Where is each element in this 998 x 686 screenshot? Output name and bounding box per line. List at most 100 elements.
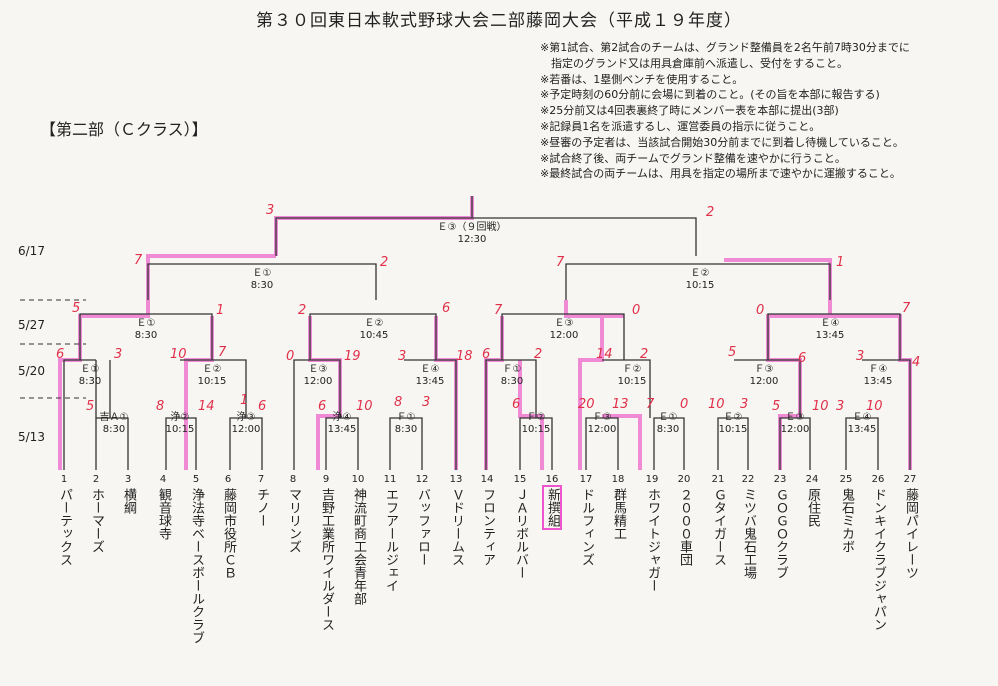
team-name: ホーマーズ bbox=[89, 488, 104, 553]
team-number: 1 bbox=[60, 474, 68, 485]
svg-text:6: 6 bbox=[442, 301, 450, 316]
team-number: 4 bbox=[159, 474, 167, 485]
game-label: Ｅ③（９回戦） bbox=[438, 220, 507, 233]
svg-text:2: 2 bbox=[534, 347, 542, 362]
team-name: フロンティア bbox=[480, 488, 495, 566]
game-time: 13:45 bbox=[848, 424, 877, 435]
svg-text:4: 4 bbox=[912, 355, 920, 370]
team-number: 6 bbox=[224, 474, 232, 485]
game-time: 8:30 bbox=[251, 280, 273, 291]
game-label: Ｅ① bbox=[253, 268, 272, 279]
game-label: Ｆ② bbox=[623, 364, 642, 375]
team-name: ドルフィンズ bbox=[579, 488, 594, 566]
game-label: Ｅ③ bbox=[309, 364, 328, 375]
game-label: Ｆ③ bbox=[755, 364, 774, 375]
team-number: 5 bbox=[192, 474, 200, 485]
game-label: Ｆ① bbox=[397, 412, 416, 423]
game-time: 12:30 bbox=[458, 234, 487, 245]
svg-text:13: 13 bbox=[612, 397, 629, 412]
team-number: 11 bbox=[383, 474, 397, 485]
game-label: Ｅ① bbox=[659, 412, 678, 423]
game-time: 12:00 bbox=[750, 376, 779, 387]
svg-text:0: 0 bbox=[632, 303, 640, 318]
game-label: Ｅ④ bbox=[421, 364, 440, 375]
team-number: 14 bbox=[480, 474, 494, 485]
svg-text:19: 19 bbox=[344, 349, 361, 364]
svg-text:7: 7 bbox=[134, 253, 143, 268]
game-time: 12:00 bbox=[232, 424, 261, 435]
team-number: 23 bbox=[773, 474, 787, 485]
team-name: 吉野工業所ワイルダース bbox=[319, 488, 334, 631]
team-name: 藤岡市役所ＣＢ bbox=[221, 488, 236, 579]
team-name: 浄法寺ベースボールクラブ bbox=[189, 488, 204, 644]
section-heading: 【第二部（Ｃクラス）】 bbox=[40, 120, 208, 139]
svg-text:18: 18 bbox=[456, 349, 473, 364]
svg-text:14: 14 bbox=[198, 399, 215, 414]
team-number: 9 bbox=[322, 474, 330, 485]
svg-text:1: 1 bbox=[240, 393, 248, 408]
svg-text:20: 20 bbox=[578, 397, 595, 412]
team-number: 7 bbox=[257, 474, 265, 485]
team-number: 22 bbox=[741, 474, 755, 485]
game-label: Ｅ③ bbox=[786, 412, 805, 423]
game-label: 浄④ bbox=[333, 410, 352, 423]
game-time: 13:45 bbox=[416, 376, 445, 387]
team-number: 17 bbox=[579, 474, 593, 485]
team-name: パーテックス bbox=[57, 488, 72, 566]
svg-text:5: 5 bbox=[728, 345, 736, 360]
date-label: 5/13 bbox=[18, 430, 45, 444]
game-label: Ｆ④ bbox=[869, 364, 888, 375]
team-number: 20 bbox=[677, 474, 691, 485]
svg-text:10: 10 bbox=[708, 397, 725, 412]
game-label: Ｅ① bbox=[137, 318, 156, 329]
game-label: Ｅ② bbox=[203, 364, 222, 375]
svg-text:0: 0 bbox=[286, 349, 294, 364]
team-name: ２０００車団 bbox=[677, 488, 692, 566]
svg-text:3: 3 bbox=[836, 399, 844, 414]
team-name: マリリンズ bbox=[286, 488, 301, 553]
game-label: Ｆ③ bbox=[593, 412, 612, 423]
game-time: 12:00 bbox=[588, 424, 617, 435]
svg-text:3: 3 bbox=[398, 349, 406, 364]
game-time: 10:15 bbox=[522, 424, 551, 435]
game-time: 12:00 bbox=[304, 376, 333, 387]
svg-text:3: 3 bbox=[856, 349, 864, 364]
game-label: Ｅ② bbox=[365, 318, 384, 329]
svg-text:7: 7 bbox=[556, 255, 565, 270]
game-time: 8:30 bbox=[501, 376, 523, 387]
game-time: 8:30 bbox=[135, 330, 157, 341]
game-label: 浄② bbox=[171, 410, 190, 423]
svg-text:2: 2 bbox=[380, 255, 388, 270]
team-name: ドンキイクラブジャパン bbox=[871, 488, 886, 631]
svg-text:5: 5 bbox=[86, 399, 94, 414]
svg-text:1: 1 bbox=[216, 303, 224, 318]
date-label: 5/20 bbox=[18, 364, 45, 378]
game-time: 13:45 bbox=[864, 376, 893, 387]
game-label: Ｅ② bbox=[724, 412, 743, 423]
team-number: 10 bbox=[351, 474, 365, 485]
note-item: ※試合終了後、両チームでグランド整備を速やかに行うこと。 bbox=[540, 151, 846, 165]
team-name: 原住民 bbox=[805, 488, 820, 527]
svg-text:6: 6 bbox=[56, 347, 64, 362]
team-number: 18 bbox=[611, 474, 625, 485]
game-time: 8:30 bbox=[103, 424, 125, 435]
team-number: 25 bbox=[839, 474, 853, 485]
team-name: 観音球寺 bbox=[156, 488, 171, 540]
svg-text:8: 8 bbox=[156, 399, 164, 414]
date-label: 5/27 bbox=[18, 318, 45, 332]
game-label: Ｅ① bbox=[81, 364, 100, 375]
team-number: 19 bbox=[645, 474, 659, 485]
team-number: 2 bbox=[92, 474, 100, 485]
svg-text:3: 3 bbox=[740, 397, 748, 412]
team-name: ミツバ鬼石工場 bbox=[741, 488, 756, 579]
handwritten-scores: 3 2 7 2 7 1 5 1 2 6 7 0 0 7 6 3 10 7 0 1… bbox=[56, 203, 920, 414]
svg-text:14: 14 bbox=[596, 347, 613, 362]
game-time: 8:30 bbox=[657, 424, 679, 435]
svg-text:0: 0 bbox=[680, 397, 688, 412]
svg-text:7: 7 bbox=[494, 303, 503, 318]
game-time: 12:00 bbox=[781, 424, 810, 435]
team-number: 16 bbox=[545, 474, 559, 485]
note-item: 指定のグランド又は用具倉庫前へ派遣し、受付をすること。 bbox=[540, 56, 848, 70]
team-name: Ｇタイガース bbox=[711, 488, 726, 566]
